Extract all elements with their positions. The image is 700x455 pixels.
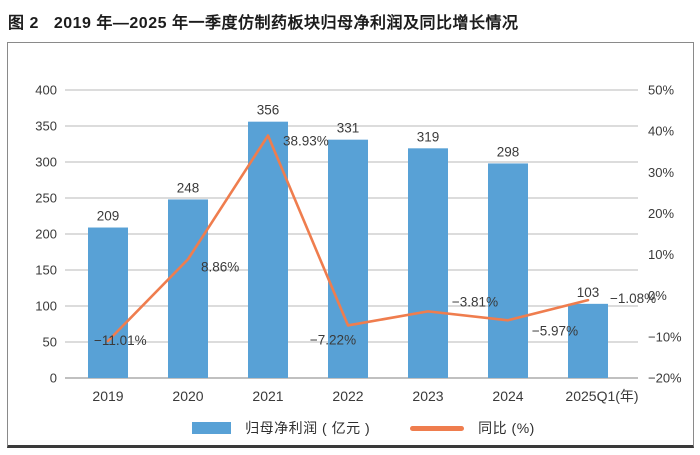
x-category-label: 2024: [492, 388, 523, 404]
yoy-line: [106, 134, 590, 343]
right-axis-tick: −10%: [648, 329, 682, 344]
left-axis-tick: 200: [35, 227, 57, 242]
x-category-label: 2022: [332, 388, 363, 404]
bar: [408, 148, 448, 378]
bar-value-label: 209: [97, 209, 120, 224]
bar: [328, 139, 368, 378]
left-axis-tick: 250: [35, 191, 57, 206]
x-category-label: 2023: [412, 388, 443, 404]
legend-line-label: 同比 (%): [478, 420, 535, 436]
line-value-label: 38.93%: [283, 134, 329, 149]
left-axis-tick: 150: [35, 263, 57, 278]
right-axis-tick: −20%: [648, 371, 682, 386]
bar: [568, 303, 608, 378]
line-series-swatch-icon: [410, 425, 465, 431]
bar: [88, 227, 128, 378]
legend-bar-label: 归母净利润 ( 亿元 ): [245, 420, 371, 436]
left-axis-tick: 400: [35, 83, 57, 98]
bar-value-label: 319: [417, 129, 440, 144]
bar-value-label: 356: [257, 103, 280, 118]
right-axis-tick: 30%: [648, 165, 674, 180]
legend-item-yoy: 同比 (%): [410, 418, 535, 438]
bar-value-label: 331: [337, 121, 360, 136]
right-axis-tick: 20%: [648, 206, 674, 221]
line-value-label: 8.86%: [201, 259, 239, 274]
left-axis-tick: 50: [43, 335, 57, 350]
line-value-label: −7.22%: [310, 332, 356, 347]
right-axis-tick: 50%: [648, 83, 674, 98]
left-axis-tick: 300: [35, 155, 57, 170]
chart-legend: 归母净利润 ( 亿元 ) 同比 (%): [21, 418, 700, 438]
bar: [248, 121, 288, 379]
line-value-label: −5.97%: [532, 323, 578, 338]
line-value-label: −11.01%: [94, 333, 147, 348]
x-category-label: 2020: [172, 388, 203, 404]
left-axis-tick: 100: [35, 299, 57, 314]
left-axis-tick: 0: [50, 371, 57, 386]
chart-frame: 0 50 100 150 200 250 300 350 400 −20% −10% 0% 10% 20%…: [7, 42, 694, 448]
line-value-label: −3.81%: [452, 294, 498, 309]
bar: [168, 199, 208, 378]
x-category-label: 2025Q1(年): [565, 388, 638, 404]
figure-number-label: 图 2: [8, 15, 39, 32]
figure-title: 图 2 2019 年—2025 年一季度仿制药板块归母净利润及同比增长情况: [8, 9, 518, 33]
bar-value-label: 298: [497, 144, 520, 159]
bar-value-label: 248: [177, 180, 200, 195]
bar-series-swatch-icon: [192, 422, 232, 434]
line-value-label: −1.08%: [610, 291, 656, 306]
right-axis-tick: 40%: [648, 124, 674, 139]
bar: [488, 163, 528, 378]
combo-bar-line-chart: 0 50 100 150 200 250 300 350 400 −20% −10% 0% 10% 20%…: [35, 83, 682, 405]
bar-value-label: 103: [577, 285, 600, 300]
left-axis-tick: 350: [35, 119, 57, 134]
figure-title-text: 2019 年—2025 年一季度仿制药板块归母净利润及同比增长情况: [53, 15, 519, 32]
right-axis-tick: 0%: [648, 288, 667, 303]
x-category-label: 2019: [92, 388, 123, 404]
x-category-label: 2021: [252, 388, 283, 404]
legend-item-net-profit: 归母净利润 ( 亿元 ): [192, 418, 370, 438]
right-axis-tick: 10%: [648, 247, 674, 262]
